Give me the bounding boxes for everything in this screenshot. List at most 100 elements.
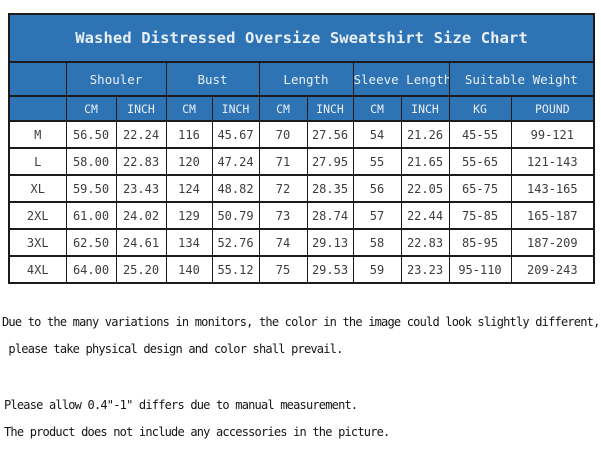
data-cell: 54	[352, 120, 402, 149]
size-label: 4XL	[8, 255, 67, 284]
column-group-shoulder: Shouler	[65, 61, 167, 97]
data-cell: 57	[352, 201, 402, 230]
data-cell: 143-165	[510, 174, 595, 203]
data-cell: 21.65	[400, 147, 450, 176]
size-label: M	[8, 120, 67, 149]
data-cell: 24.02	[115, 201, 167, 230]
data-cell: 45-55	[448, 120, 512, 149]
unit-header-length-cm: CM	[258, 95, 308, 122]
note-accessories: The product does not include any accesso…	[4, 425, 390, 439]
unit-header-weight-pound: POUND	[510, 95, 595, 122]
data-cell: 120	[165, 147, 213, 176]
data-cell: 23.23	[400, 255, 450, 284]
data-cell: 22.44	[400, 201, 450, 230]
data-cell: 61.00	[65, 201, 117, 230]
data-cell: 45.67	[211, 120, 260, 149]
data-cell: 70	[258, 120, 308, 149]
size-label: XL	[8, 174, 67, 203]
data-cell: 59	[352, 255, 402, 284]
data-cell: 25.20	[115, 255, 167, 284]
data-cell: 72	[258, 174, 308, 203]
column-group-sleeve-length: Sleeve Length	[352, 61, 450, 97]
data-cell: 165-187	[510, 201, 595, 230]
note-monitor-color-line2: please take physical design and color sh…	[2, 342, 343, 356]
data-cell: 22.05	[400, 174, 450, 203]
unit-header-bust-cm: CM	[165, 95, 213, 122]
data-cell: 24.61	[115, 228, 167, 257]
data-cell: 75-85	[448, 201, 512, 230]
data-cell: 85-95	[448, 228, 512, 257]
table-row-l: L 58.00 22.83 120 47.24 71 27.95 55 21.6…	[8, 147, 595, 176]
chart-title-row: Washed Distressed Oversize Sweatshirt Si…	[8, 13, 595, 63]
data-cell: 29.53	[306, 255, 354, 284]
data-cell: 27.95	[306, 147, 354, 176]
note-manual-measurement: Please allow 0.4"-1" differs due to manu…	[4, 398, 358, 412]
size-column-header	[8, 61, 67, 97]
data-cell: 55.12	[211, 255, 260, 284]
data-cell: 74	[258, 228, 308, 257]
data-cell: 75	[258, 255, 308, 284]
table-row-3xl: 3XL 62.50 24.61 134 52.76 74 29.13 58 22…	[8, 228, 595, 257]
unit-header-shoulder-cm: CM	[65, 95, 117, 122]
data-cell: 134	[165, 228, 213, 257]
unit-header-sleeve-cm: CM	[352, 95, 402, 122]
unit-header-bust-inch: INCH	[211, 95, 260, 122]
data-cell: 64.00	[65, 255, 117, 284]
size-chart-table: Washed Distressed Oversize Sweatshirt Si…	[8, 13, 596, 284]
data-cell: 58	[352, 228, 402, 257]
column-group-header-row: Shouler Bust Length Sleeve Length Suitab…	[8, 61, 595, 97]
column-group-suitable-weight: Suitable Weight	[448, 61, 595, 97]
data-cell: 22.83	[115, 147, 167, 176]
table-row-2xl: 2XL 61.00 24.02 129 50.79 73 28.74 57 22…	[8, 201, 595, 230]
data-cell: 121-143	[510, 147, 595, 176]
data-cell: 95-110	[448, 255, 512, 284]
data-cell: 129	[165, 201, 213, 230]
table-row-m: M 56.50 22.24 116 45.67 70 27.56 54 21.2…	[8, 120, 595, 149]
size-label: 3XL	[8, 228, 67, 257]
unit-header-shoulder-inch: INCH	[115, 95, 167, 122]
data-cell: 124	[165, 174, 213, 203]
data-cell: 62.50	[65, 228, 117, 257]
data-cell: 56	[352, 174, 402, 203]
table-row-4xl: 4XL 64.00 25.20 140 55.12 75 29.53 59 23…	[8, 255, 595, 284]
size-chart-container: Washed Distressed Oversize Sweatshirt Si…	[8, 13, 596, 284]
data-cell: 116	[165, 120, 213, 149]
data-cell: 52.76	[211, 228, 260, 257]
data-cell: 23.43	[115, 174, 167, 203]
unit-header-empty	[8, 95, 67, 122]
data-cell: 99-121	[510, 120, 595, 149]
chart-title: Washed Distressed Oversize Sweatshirt Si…	[8, 13, 595, 63]
data-cell: 140	[165, 255, 213, 284]
unit-header-length-inch: INCH	[306, 95, 354, 122]
table-row-xl: XL 59.50 23.43 124 48.82 72 28.35 56 22.…	[8, 174, 595, 203]
data-cell: 209-243	[510, 255, 595, 284]
column-group-length: Length	[258, 61, 354, 97]
data-cell: 22.24	[115, 120, 167, 149]
unit-header-row: CM INCH CM INCH CM INCH CM INCH KG POUND	[8, 95, 595, 122]
data-cell: 55-65	[448, 147, 512, 176]
data-cell: 65-75	[448, 174, 512, 203]
data-cell: 55	[352, 147, 402, 176]
data-cell: 59.50	[65, 174, 117, 203]
data-cell: 22.83	[400, 228, 450, 257]
data-cell: 56.50	[65, 120, 117, 149]
data-cell: 71	[258, 147, 308, 176]
size-label: L	[8, 147, 67, 176]
unit-header-sleeve-inch: INCH	[400, 95, 450, 122]
note-monitor-color-line1: Due to the many variations in monitors, …	[2, 315, 600, 329]
data-cell: 28.74	[306, 201, 354, 230]
data-cell: 50.79	[211, 201, 260, 230]
data-cell: 58.00	[65, 147, 117, 176]
data-cell: 48.82	[211, 174, 260, 203]
data-cell: 29.13	[306, 228, 354, 257]
column-group-bust: Bust	[165, 61, 260, 97]
size-label: 2XL	[8, 201, 67, 230]
data-cell: 28.35	[306, 174, 354, 203]
data-cell: 73	[258, 201, 308, 230]
data-cell: 21.26	[400, 120, 450, 149]
data-cell: 27.56	[306, 120, 354, 149]
data-cell: 187-209	[510, 228, 595, 257]
data-cell: 47.24	[211, 147, 260, 176]
unit-header-weight-kg: KG	[448, 95, 512, 122]
